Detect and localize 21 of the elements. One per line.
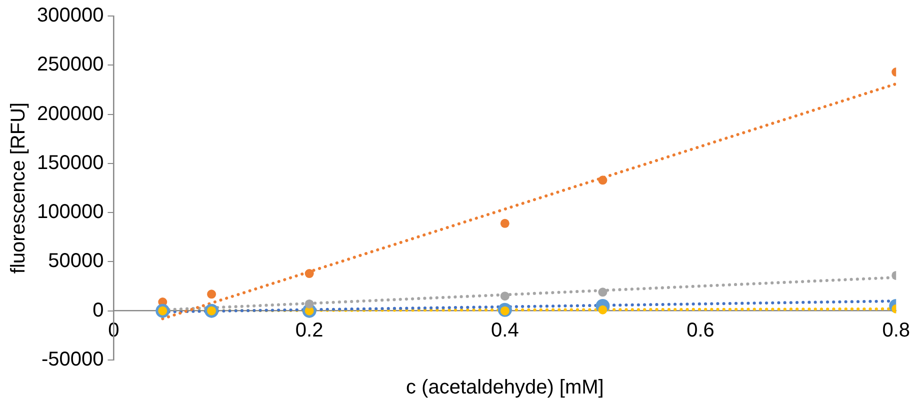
point bbox=[500, 292, 510, 301]
x-tick-label: 0.8 bbox=[882, 319, 910, 342]
point bbox=[304, 269, 314, 278]
x-tick-label: 0.6 bbox=[686, 319, 714, 342]
y-axis-title: fluorescence [RFU] bbox=[8, 102, 30, 274]
y-tick-label: 250000 bbox=[36, 54, 104, 76]
x-tick-label: 0.4 bbox=[491, 319, 519, 342]
x-tick-label: 0.2 bbox=[295, 319, 324, 342]
y-tick-label: 0 bbox=[92, 299, 104, 322]
y-tick-label: 50000 bbox=[48, 250, 104, 272]
point bbox=[598, 176, 608, 185]
point bbox=[207, 290, 216, 299]
point bbox=[304, 299, 314, 308]
point bbox=[598, 288, 608, 297]
y-tick-label: 300000 bbox=[36, 4, 104, 27]
y-tick-label: 200000 bbox=[36, 102, 104, 125]
y-tick-label: 150000 bbox=[36, 152, 104, 174]
y-tick-label: -50000 bbox=[41, 348, 104, 371]
y-tick-label: 100000 bbox=[36, 201, 104, 224]
x-axis-title: c (acetaldehyde) [mM] bbox=[406, 376, 604, 399]
point bbox=[500, 218, 510, 228]
